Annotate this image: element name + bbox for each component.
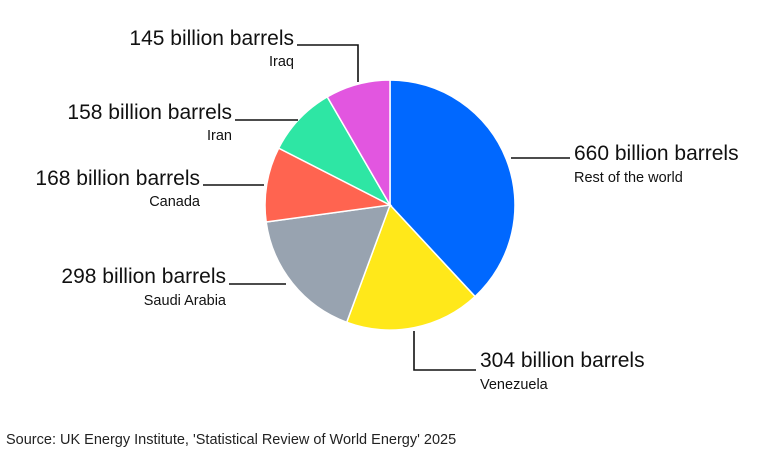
slice-value-label: 304 billion barrels [480,349,645,372]
slice-category-label: Iraq [269,54,294,70]
pie-slice-canada [264,147,393,223]
leader-line [413,331,476,371]
pie-slice-iraq [326,79,391,208]
slice-value-label: 158 billion barrels [67,101,232,124]
slice-category-label: Iran [207,128,232,144]
pie-slice-rest-of-the-world [389,79,516,298]
leader-line [297,44,359,82]
pie-slice-saudi-arabia [265,204,392,324]
slice-category-label: Canada [149,194,201,210]
pie-slices [264,79,516,331]
slice-value-label: 298 billion barrels [61,265,226,288]
slice-value-label: 660 billion barrels [574,142,739,165]
slice-value-label: 168 billion barrels [35,167,200,190]
slice-category-label: Rest of the world [574,170,683,186]
slice-category-label: Venezuela [480,377,549,393]
slice-category-label: Saudi Arabia [144,293,227,309]
pie-annotations: 660 billion barrels Rest of the world 304 … [35,27,738,393]
source-note: Source: UK Energy Institute, 'Statistica… [6,432,457,448]
pie-chart: 660 billion barrels Rest of the world 304 … [35,27,738,393]
slice-value-label: 145 billion barrels [129,27,294,50]
